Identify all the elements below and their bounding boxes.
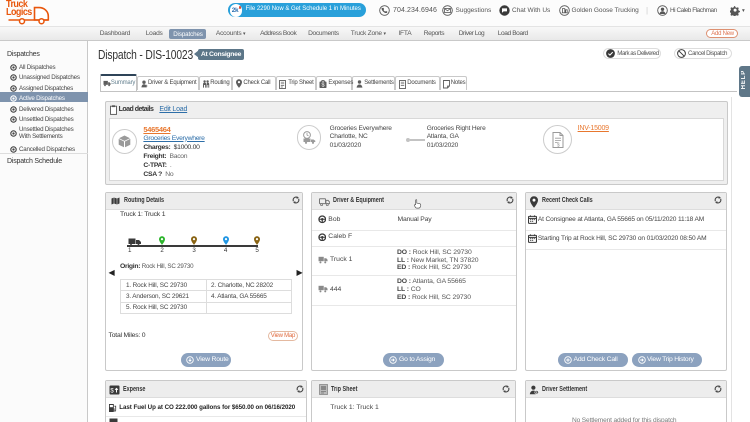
svg-text:$: $ [322,82,325,88]
svg-text:$: $ [556,142,559,147]
svg-text:$: $ [536,391,539,395]
svg-text:$: $ [110,388,114,394]
